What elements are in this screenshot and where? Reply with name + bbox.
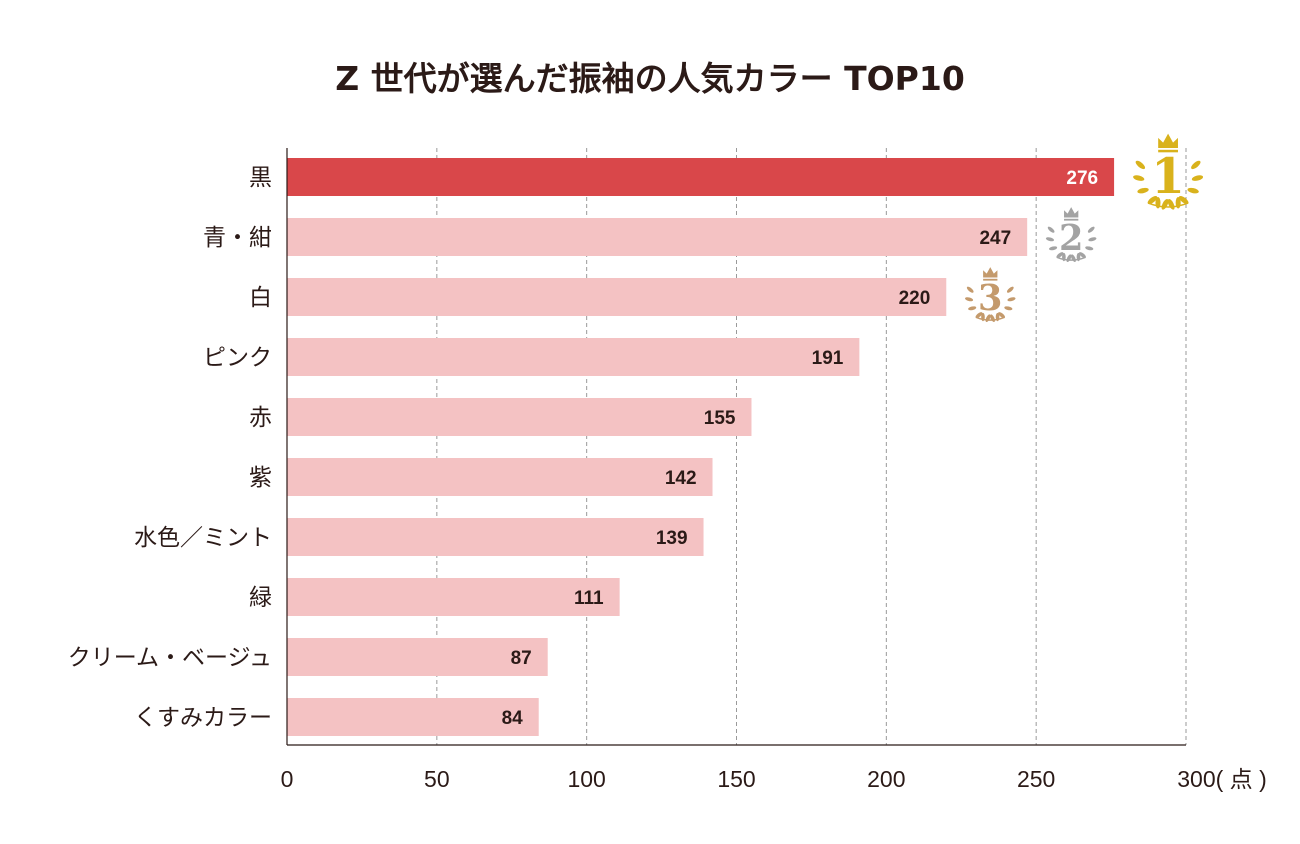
x-tick-label: 200: [867, 766, 905, 792]
category-label: 赤: [249, 405, 272, 431]
laurel-leaf: [985, 314, 991, 323]
laurel-leaf: [966, 286, 974, 293]
x-tick-label: 100: [567, 766, 605, 792]
data-label: 84: [502, 708, 524, 729]
bar: [287, 578, 620, 616]
category-label: 紫: [249, 465, 272, 491]
laurel-leaf: [1167, 199, 1175, 210]
category-label: ピンク: [203, 345, 272, 371]
bar: [287, 638, 548, 676]
laurel-leaf: [1175, 196, 1181, 209]
laurel-leaf: [1070, 254, 1076, 263]
laurel-leaf: [1133, 175, 1145, 181]
laurel-leaf: [1085, 246, 1094, 251]
bar: [287, 338, 860, 376]
laurel-leaf: [1079, 252, 1086, 259]
laurel-leaf: [998, 312, 1006, 319]
data-label: 220: [899, 288, 931, 309]
bar: [287, 218, 1028, 256]
wreath-base: [975, 316, 1005, 321]
laurel-leaf: [1007, 297, 1016, 302]
laurel-leaf: [1076, 252, 1081, 262]
crown-icon: [1158, 133, 1178, 148]
laurel-leaf: [1155, 196, 1161, 209]
x-tick-label: 0: [281, 766, 294, 792]
crown-band: [1158, 149, 1178, 153]
laurel-leaf: [965, 297, 974, 302]
bars: 276 247 220 191 155 142 139 111 87 84: [287, 158, 1115, 736]
laurel-leaf: [1147, 195, 1158, 205]
data-label: 87: [511, 648, 532, 669]
data-label: 276: [1066, 168, 1098, 189]
laurel-leaf: [1087, 226, 1095, 233]
data-label: 191: [812, 348, 844, 369]
laurel-leaf: [1135, 160, 1146, 170]
laurel-leaf: [1191, 175, 1204, 181]
category-label: 水色／ミント: [134, 525, 272, 551]
laurel-leaf: [990, 314, 995, 323]
laurel-leaf: [975, 312, 983, 319]
laurel-leaf: [1062, 252, 1066, 262]
medal-rank-number: 1: [1151, 148, 1185, 205]
laurel-leaf: [1191, 160, 1201, 170]
category-label: クリーム・ベージュ: [68, 645, 272, 671]
medal-rank-number: 3: [978, 278, 1002, 319]
axes: 0 50 100 150 200 250 300( 点 ) 黒青・紺白ピンク赤紫水色／ミント緑…: [68, 148, 1267, 792]
data-label: 155: [704, 408, 736, 429]
x-tick-label: 50: [424, 766, 450, 792]
laurel-leaf: [1045, 237, 1055, 242]
crown-icon: [983, 267, 998, 278]
data-label: 142: [665, 468, 697, 489]
laurel-leaf: [1066, 254, 1072, 263]
category-label: 緑: [249, 585, 272, 611]
crown-icon: [1064, 207, 1079, 218]
bar: [287, 158, 1115, 196]
laurel-leaf: [1161, 199, 1169, 210]
laurel-leaf: [1088, 237, 1097, 242]
crown-band: [1064, 218, 1079, 221]
laurel-leaf: [995, 312, 1000, 322]
medal-rank-1-icon: 1: [1133, 133, 1204, 210]
x-tick-label: 150: [717, 766, 755, 792]
category-label: 黒: [249, 165, 272, 191]
bar: [287, 518, 704, 556]
medal-rank-3-icon: 3: [965, 267, 1016, 323]
medal-rank-2-icon: 2: [1045, 207, 1097, 263]
laurel-leaf: [981, 312, 985, 322]
x-tick-label: 300( 点 ): [1177, 766, 1266, 792]
category-label: 青・紺: [203, 225, 272, 251]
bar: [287, 458, 713, 496]
laurel-leaf: [1137, 187, 1149, 194]
laurel-leaf: [1178, 195, 1189, 205]
chart-title: Z 世代が選んだ振袖の人気カラー TOP10: [335, 59, 965, 98]
data-label: 247: [979, 228, 1011, 249]
category-label: くすみカラー: [134, 705, 272, 731]
laurel-leaf: [1006, 286, 1014, 293]
bar: [287, 698, 539, 736]
category-label: 白: [249, 285, 272, 311]
laurel-leaf: [1004, 306, 1013, 311]
laurel-leaf: [1187, 187, 1199, 194]
wreath-base: [1056, 256, 1086, 261]
laurel-leaf: [1047, 226, 1055, 233]
laurel-leaf: [1056, 252, 1064, 259]
wreath-base: [1148, 202, 1189, 208]
medals: 1 2 3: [965, 133, 1204, 323]
crown-band: [983, 278, 998, 281]
laurel-leaf: [1049, 246, 1058, 251]
data-label: 139: [656, 528, 688, 549]
laurel-leaf: [968, 306, 977, 311]
bar: [287, 278, 947, 316]
data-label: 111: [574, 588, 604, 609]
x-tick-label: 250: [1017, 766, 1055, 792]
bar: [287, 398, 752, 436]
medal-rank-number: 2: [1059, 218, 1083, 259]
